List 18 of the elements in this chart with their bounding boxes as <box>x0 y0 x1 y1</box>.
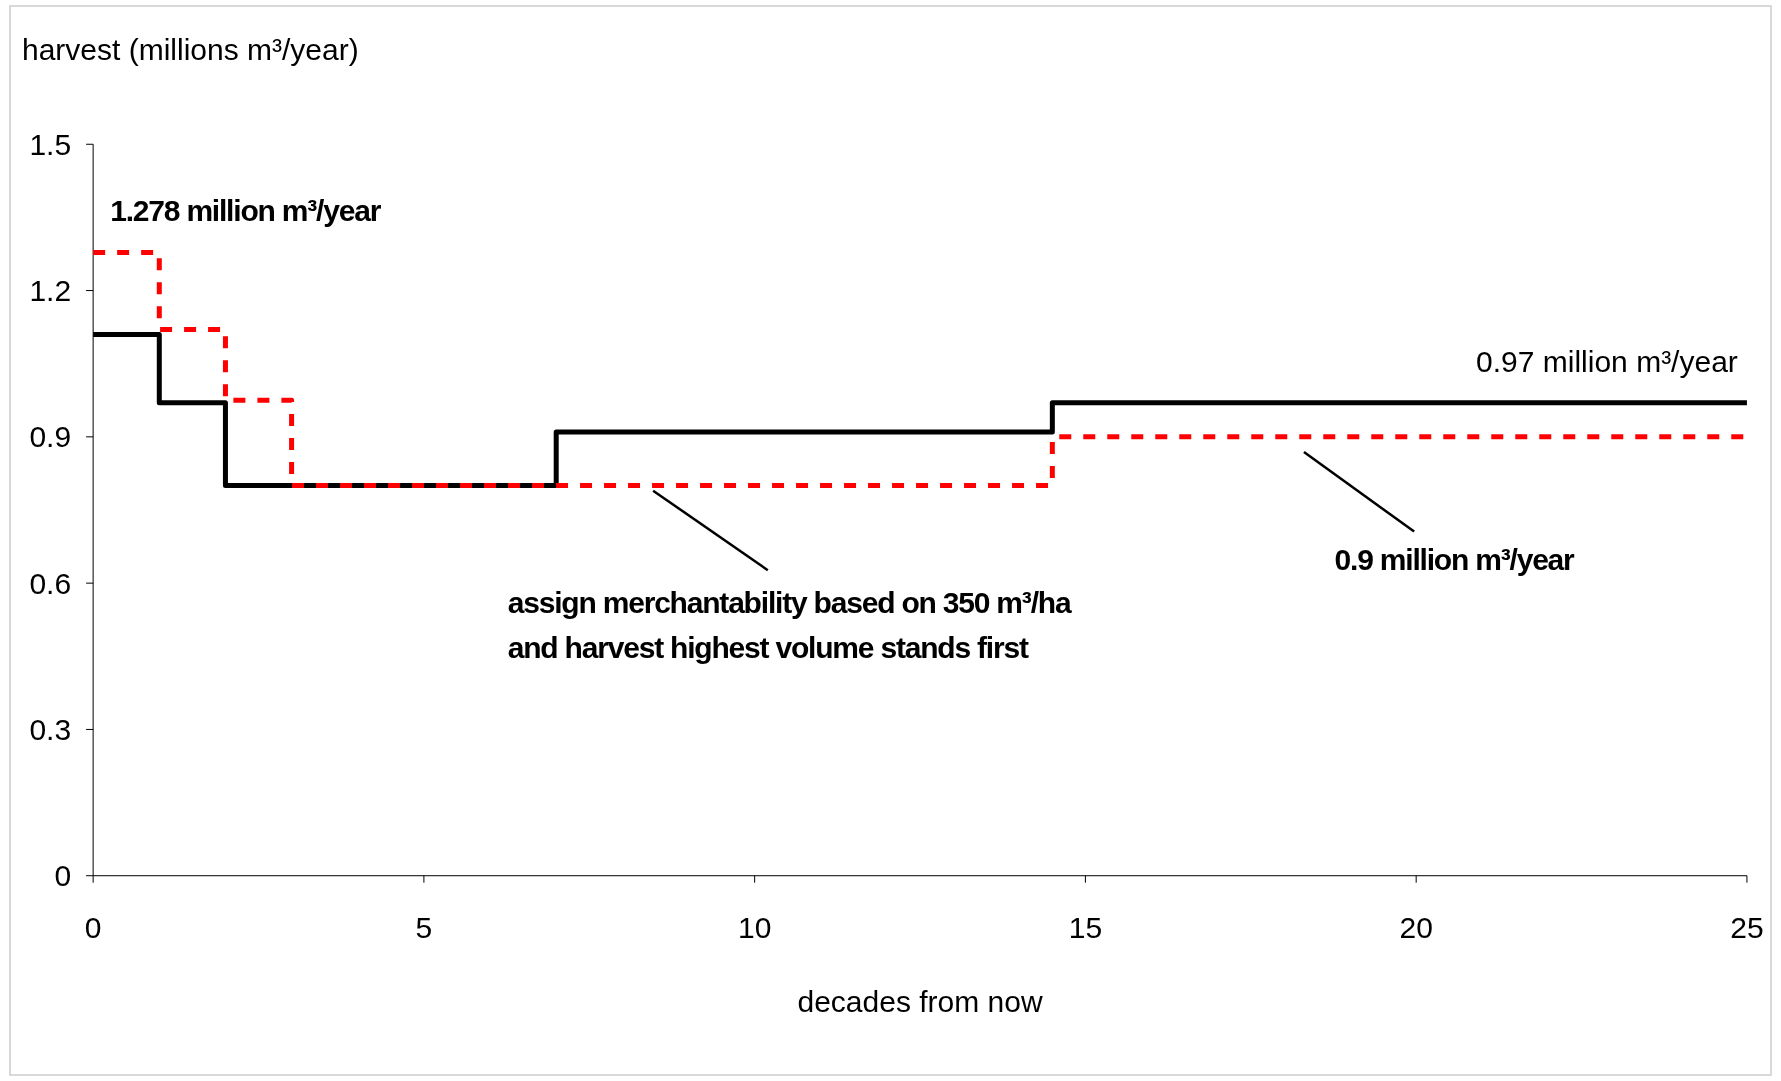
annotation: 0.97 million m³/year <box>1476 345 1738 379</box>
x-tick-label: 10 <box>737 910 772 944</box>
annotation: 0.9 million m³/year <box>1334 543 1576 577</box>
y-tick-label: 0.9 <box>29 420 72 454</box>
x-axis-title: decades from now <box>797 984 1043 1018</box>
x-tick-label: 5 <box>415 910 433 944</box>
y-tick-label: 0 <box>54 859 72 893</box>
x-tick-label: 15 <box>1068 910 1103 944</box>
x-tick-label: 20 <box>1399 910 1433 944</box>
y-tick-label: 1.2 <box>29 274 72 308</box>
annotation: assign merchantability based on 350 m³/ha and harvest highest volume stands first <box>507 586 1072 665</box>
x-tick-label: 25 <box>1730 910 1764 944</box>
y-tick-label: 0.3 <box>29 712 72 746</box>
x-tick-label: 0 <box>84 910 102 944</box>
annotation: 1.278 million m³/year <box>110 193 382 227</box>
y-axis-title: harvest (millions m³/year) <box>22 33 359 66</box>
y-tick-label: 1.5 <box>29 127 72 161</box>
y-tick-label: 0.6 <box>29 566 72 600</box>
